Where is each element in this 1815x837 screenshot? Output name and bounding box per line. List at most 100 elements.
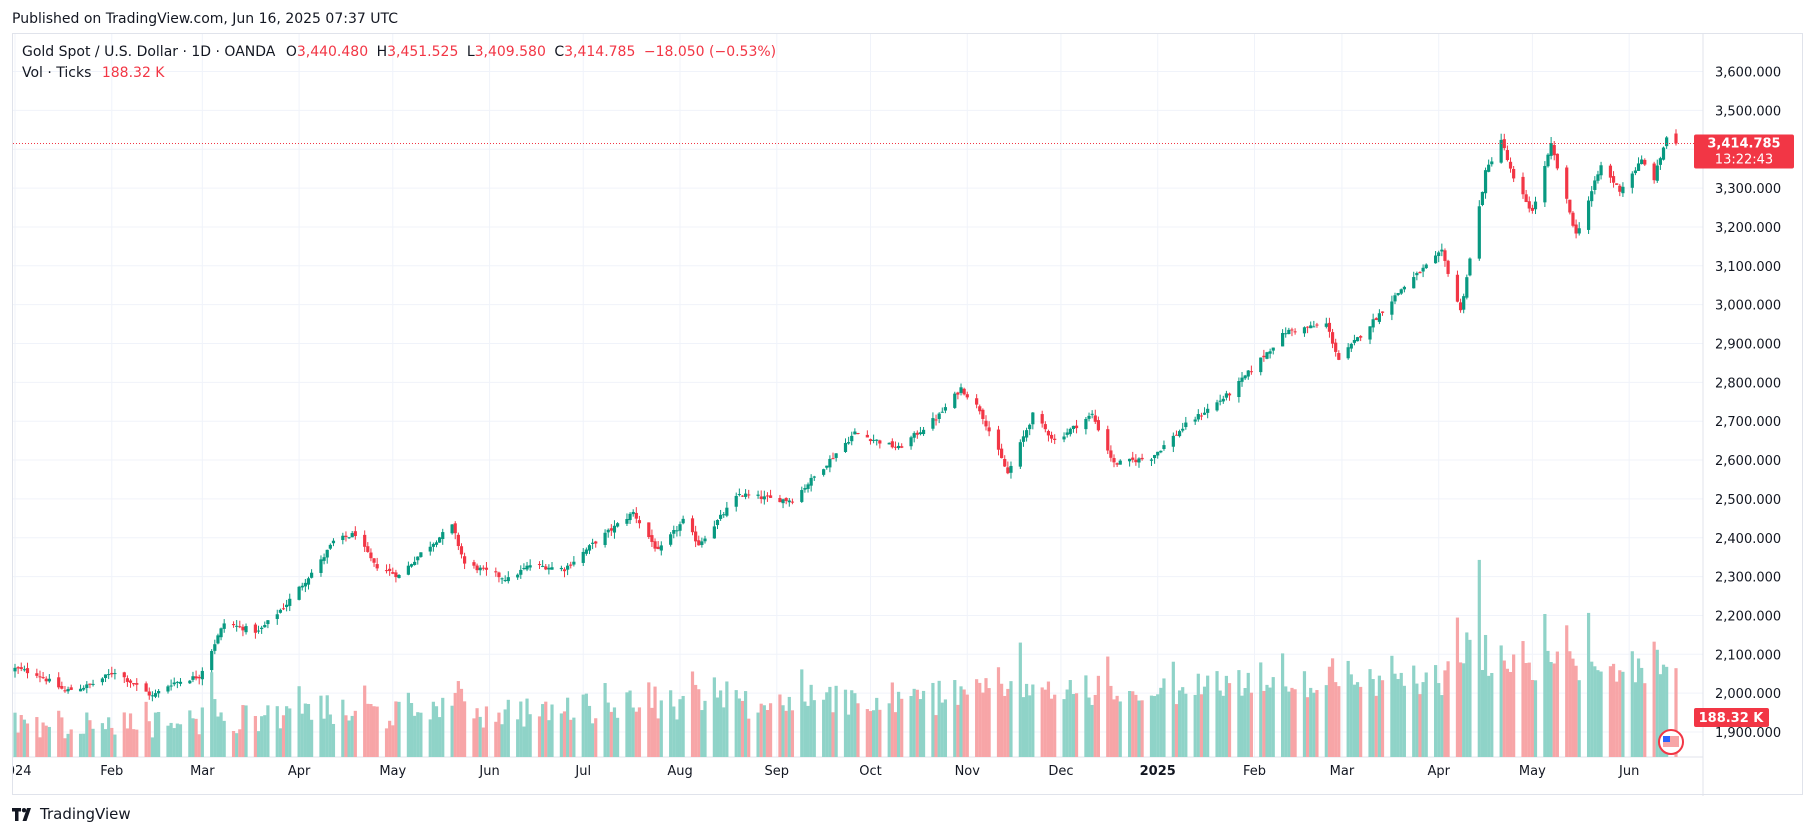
volume-bar: [1621, 671, 1625, 757]
open-label: O: [285, 44, 297, 60]
volume-bar: [747, 718, 751, 757]
candle-body: [790, 501, 795, 503]
candle-body: [715, 519, 720, 526]
candle-body: [918, 432, 923, 435]
volume-bar: [1399, 672, 1403, 757]
volume-bar: [1402, 685, 1406, 757]
candle-body: [172, 682, 176, 685]
volume-bar: [450, 705, 454, 757]
volume-bar: [1359, 686, 1363, 757]
candle-body: [1224, 393, 1229, 398]
candle-body: [285, 604, 289, 608]
candle-body: [1440, 249, 1444, 252]
volume-bar: [1000, 683, 1004, 757]
volume-bar: [1505, 668, 1510, 757]
candle-body: [1112, 458, 1116, 463]
candle-body: [1028, 424, 1032, 430]
volume-bar: [1490, 673, 1494, 757]
candle-body: [519, 569, 523, 575]
volume-bar: [1652, 641, 1656, 757]
candle-body: [350, 533, 354, 538]
candle-body: [909, 437, 913, 447]
volume-bar: [506, 699, 510, 757]
candle-body: [1543, 166, 1547, 203]
candle-body: [647, 522, 651, 538]
candle-body: [1237, 381, 1241, 398]
candle-body: [800, 490, 804, 502]
candle-body: [865, 434, 869, 438]
volume-bar: [828, 686, 832, 757]
candle-body: [13, 667, 17, 672]
volume-bar: [1346, 660, 1350, 757]
volume-bar: [331, 723, 336, 757]
volume-bar: [697, 689, 701, 757]
volume-bar: [319, 695, 323, 757]
candle-body: [900, 446, 904, 448]
candle-body: [656, 546, 660, 550]
candle-body: [1009, 465, 1013, 473]
candle-body: [631, 511, 635, 515]
candle-body: [1096, 420, 1100, 431]
footer-brand[interactable]: TradingView: [12, 805, 131, 823]
candle-body: [1418, 271, 1422, 274]
volume-bar: [1608, 666, 1613, 757]
candle-body: [60, 686, 64, 689]
volume-bar: [88, 720, 92, 757]
candle-body: [809, 477, 813, 486]
x-tick-label: Dec: [1048, 764, 1073, 779]
candle-body: [1309, 325, 1313, 329]
candle-body: [391, 572, 395, 574]
volume-bar: [1309, 687, 1313, 757]
volume-bar: [1171, 661, 1175, 757]
y-tick-label: 2,600.000: [1715, 454, 1781, 469]
symbol-title[interactable]: Gold Spot / U.S. Dollar · 1D · OANDA: [22, 44, 276, 60]
volume-bar: [784, 710, 788, 757]
candle-body: [996, 429, 1001, 450]
volume-bar: [725, 681, 729, 757]
ohlc-legend[interactable]: Gold Spot / U.S. Dollar · 1D · OANDA O3,…: [22, 44, 776, 60]
candle-body: [322, 557, 326, 561]
chart-frame[interactable]: 1,900.000 2,000.000 2,100.000 2,200.000 2,30…: [12, 33, 1804, 796]
candle-body: [1006, 467, 1010, 474]
volume-bar: [1302, 671, 1307, 757]
volume-bar: [871, 710, 876, 757]
volume-bar: [200, 707, 204, 757]
volume-label[interactable]: Vol · Ticks: [22, 65, 92, 81]
candle-body: [634, 512, 638, 519]
candle-body: [275, 614, 279, 619]
volume-bar: [1112, 699, 1116, 757]
candle-body: [1184, 422, 1188, 428]
volume-bar: [347, 720, 351, 757]
candle-body: [331, 540, 336, 544]
volume-bar: [100, 723, 105, 757]
candle-body: [1068, 428, 1072, 435]
volume-bar: [484, 706, 489, 757]
candle-body: [912, 433, 916, 438]
candle-body: [722, 514, 726, 516]
price-chart[interactable]: 1,900.000 2,000.000 2,100.000 2,200.000 2,30…: [13, 34, 1804, 796]
volume-bar: [962, 689, 966, 757]
candle-body: [1240, 377, 1244, 382]
volume-bar: [996, 667, 1001, 757]
volume-legend[interactable]: Vol · Ticks 188.32 K: [22, 65, 164, 81]
candle-body: [328, 544, 332, 549]
candle-body: [103, 674, 108, 679]
candle-body: [178, 681, 183, 684]
volume-bar: [878, 709, 882, 757]
volume-bar: [1265, 684, 1269, 757]
volume-bar: [462, 701, 467, 757]
candle-body: [1246, 370, 1250, 377]
volume-bar: [256, 731, 261, 757]
volume-bar: [260, 716, 264, 757]
volume-bar: [1571, 658, 1575, 757]
candle-body: [1324, 323, 1328, 327]
candle-body: [522, 567, 526, 569]
candle-body: [416, 556, 420, 561]
candle-body: [781, 499, 785, 504]
volume-bar: [438, 717, 442, 757]
volume-bar: [1018, 642, 1022, 757]
candle-body: [1021, 436, 1026, 442]
candle-body: [1568, 199, 1572, 213]
y-tick-label: 2,800.000: [1715, 376, 1781, 391]
volume-bar: [525, 698, 529, 757]
